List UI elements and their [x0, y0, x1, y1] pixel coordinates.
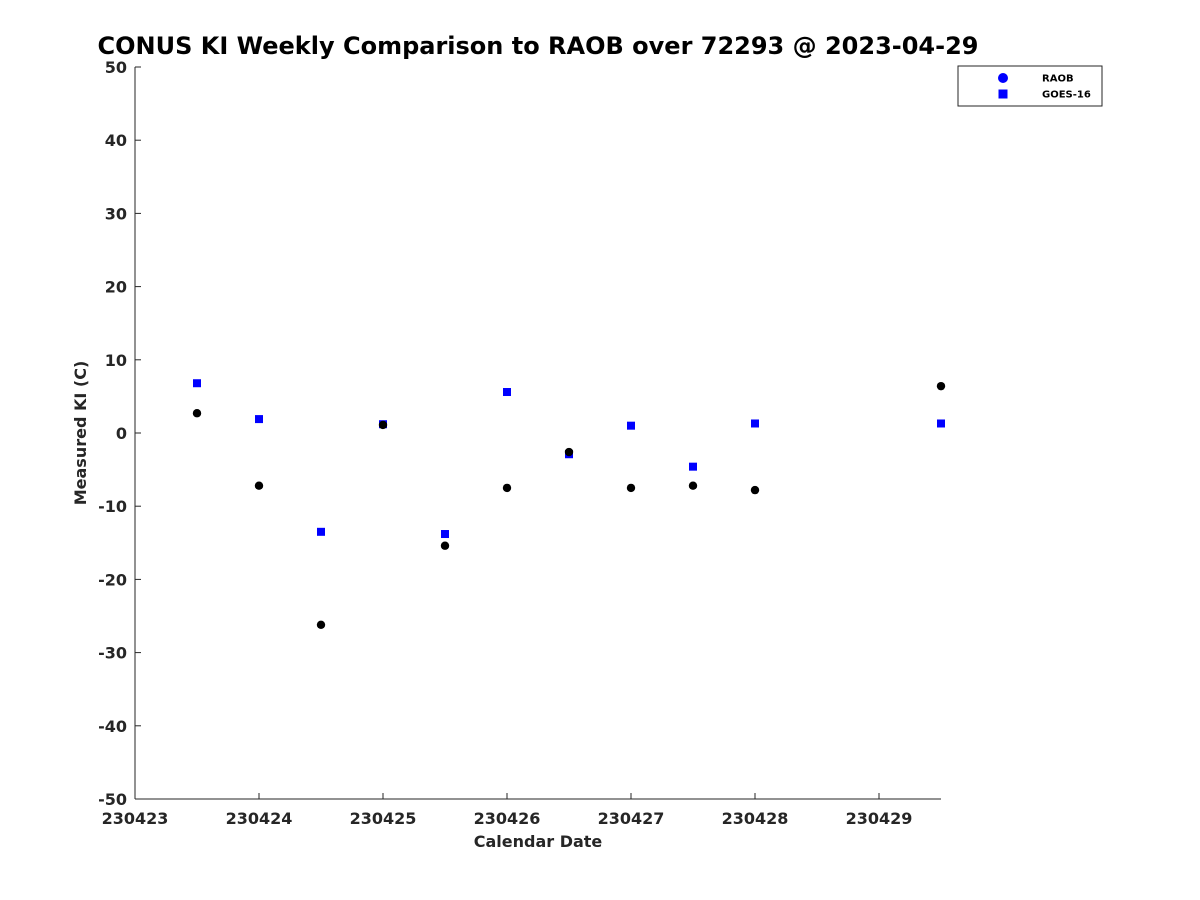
axes — [134, 67, 941, 800]
x-tick-label: 230425 — [350, 809, 417, 828]
point-raob — [750, 485, 760, 495]
x-tick-label: 230424 — [226, 809, 293, 828]
x-tick-label: 230428 — [722, 809, 789, 828]
x-axis-ticks: 230423 230424 230425 230426 230427 230428 2304… — [102, 793, 913, 828]
legend-marker-goes — [998, 89, 1008, 99]
point-goes-16 — [503, 388, 511, 397]
legend-marker-raob — [998, 73, 1008, 83]
point-raob — [378, 420, 388, 430]
y-tick-label: 30 — [105, 204, 127, 223]
point-goes-16 — [441, 530, 449, 539]
legend-label-goes: GOES-16 — [1042, 90, 1091, 101]
y-axis-ticks: 50 40 30 20 10 0 -10 -20 -30 -40 -50 — [98, 58, 141, 809]
x-tick-label: 230427 — [598, 809, 665, 828]
y-tick-label: -20 — [98, 570, 127, 589]
point-raob — [192, 409, 202, 418]
legend-label-raob: RAOB — [1042, 74, 1074, 85]
point-raob — [254, 481, 264, 490]
point-raob — [564, 447, 574, 457]
y-tick-label: -10 — [98, 497, 127, 516]
point-raob — [688, 481, 698, 490]
point-goes-16 — [255, 415, 263, 424]
y-tick-label: 10 — [105, 351, 127, 370]
point-goes-16 — [689, 462, 697, 471]
point-goes-16 — [317, 527, 325, 536]
point-raob — [936, 381, 946, 391]
point-raob — [626, 483, 636, 493]
legend: RAOB GOES-16 — [957, 65, 1103, 107]
x-tick-label: 230423 — [102, 809, 169, 828]
y-tick-label: 50 — [105, 58, 127, 77]
legend-box — [957, 65, 1103, 107]
x-tick-label: 230426 — [474, 809, 541, 828]
x-axis-label: Calendar Date — [474, 832, 603, 851]
y-tick-label: -50 — [98, 790, 127, 809]
point-goes-16 — [627, 421, 635, 430]
x-tick-label: 230429 — [846, 809, 913, 828]
point-raob — [316, 620, 326, 629]
y-tick-label: 40 — [105, 131, 127, 150]
data-points — [192, 379, 946, 629]
y-tick-label: 0 — [116, 424, 127, 443]
point-goes-16 — [751, 419, 759, 428]
y-tick-label: -40 — [98, 717, 127, 736]
point-raob — [440, 541, 450, 550]
point-raob — [502, 483, 512, 493]
y-axis-label: Measured KI (C) — [71, 361, 90, 506]
point-goes-16 — [937, 419, 945, 428]
chart-title: CONUS KI Weekly Comparison to RAOB over … — [98, 32, 979, 60]
y-tick-label: -30 — [98, 644, 127, 663]
y-tick-label: 20 — [105, 278, 127, 297]
point-goes-16 — [193, 379, 201, 388]
